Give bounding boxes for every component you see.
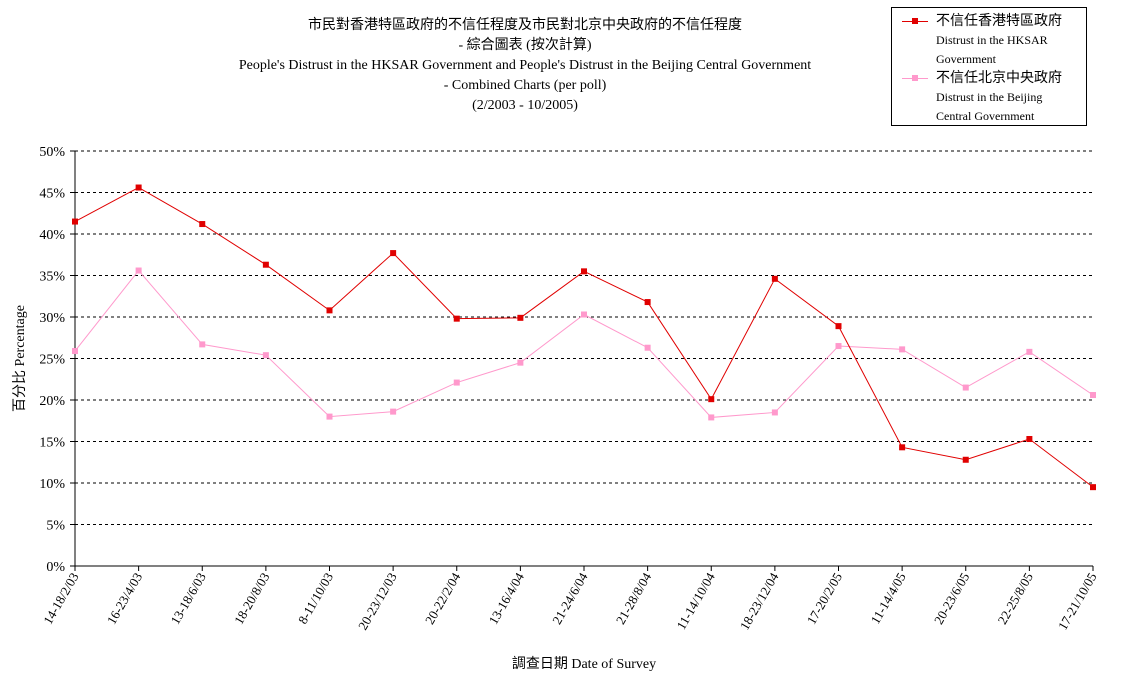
- data-point: [644, 299, 651, 306]
- data-point: [135, 184, 142, 191]
- data-point: [962, 384, 969, 391]
- y-tick-label: 50%: [39, 145, 65, 160]
- data-point: [72, 218, 78, 225]
- data-point: [517, 359, 524, 366]
- y-tick-label: 10%: [39, 477, 65, 492]
- data-point: [326, 307, 333, 314]
- data-point: [1090, 484, 1096, 491]
- legend-label-beijing-en-1: Distrust in the Beijing: [936, 90, 1043, 104]
- legend-marker-hksar: [912, 18, 918, 24]
- y-tick-label: 5%: [46, 519, 65, 534]
- x-tick-label: 11-14/4/05: [867, 570, 908, 626]
- x-tick-label: 17-21/10/05: [1055, 570, 1100, 633]
- legend-label-beijing-zh: 不信任北京中央政府: [936, 71, 1062, 86]
- data-point: [644, 344, 651, 351]
- data-point: [962, 456, 969, 463]
- data-point: [199, 221, 206, 228]
- legend: 不信任香港特區政府 Distrust in the HKSAR Governme…: [891, 7, 1087, 126]
- title-line-4: - Combined Charts (per poll): [443, 78, 607, 93]
- data-point: [1026, 348, 1033, 355]
- x-axis-title: 調查日期 Date of Survey: [512, 656, 656, 672]
- y-tick-label: 40%: [39, 228, 65, 243]
- x-tick-label: 20-23/6/05: [931, 570, 973, 627]
- x-tick-labels: 14-18/2/03 16-23/4/03 13-18/6/03 18-20/8/03…: [40, 570, 1100, 633]
- x-tick-label: 16-23/4/03: [104, 570, 146, 627]
- data-point: [262, 261, 269, 268]
- x-tick-label: 11-14/10/04: [673, 570, 718, 633]
- axes: [70, 150, 1094, 571]
- data-point: [453, 315, 460, 322]
- gridlines: [75, 150, 1093, 525]
- y-tick-label: 20%: [39, 394, 65, 409]
- data-point: [453, 379, 460, 386]
- y-tick-label: 0%: [46, 560, 65, 575]
- y-tick-label: 35%: [39, 270, 65, 285]
- data-point: [899, 444, 906, 451]
- data-point: [326, 413, 333, 420]
- legend-label-hksar-en-2: Government: [936, 52, 996, 66]
- x-tick-label: 17-20/2/05: [804, 570, 846, 627]
- data-point: [72, 348, 78, 355]
- y-tick-label: 15%: [39, 436, 65, 451]
- legend-marker-beijing: [912, 75, 918, 81]
- x-tick-label: 13-18/6/03: [167, 570, 209, 627]
- data-point: [835, 323, 842, 330]
- data-point: [708, 396, 715, 403]
- x-tick-label: 18-23/12/04: [737, 570, 782, 633]
- data-point: [390, 408, 397, 415]
- data-point: [708, 414, 715, 421]
- series-line: [74, 269, 1094, 418]
- y-tick-label: 45%: [39, 187, 65, 202]
- legend-label-hksar-zh: 不信任香港特區政府: [936, 14, 1062, 29]
- data-point: [771, 409, 778, 416]
- x-tick-label: 18-20/8/03: [231, 570, 273, 627]
- data-point: [135, 267, 142, 274]
- data-point: [390, 250, 397, 257]
- x-tick-label: 20-22/2/04: [422, 570, 464, 627]
- data-point: [1026, 436, 1033, 443]
- x-tick-label: 21-28/8/04: [613, 570, 655, 627]
- x-tick-label: 14-18/2/03: [40, 570, 82, 627]
- data-point: [581, 268, 587, 275]
- data-point: [771, 275, 778, 282]
- title-line-5: (2/2003 - 10/2005): [472, 98, 578, 113]
- title-line-1: 市民對香港特區政府的不信任程度及市民對北京中央政府的不信任程度: [308, 18, 742, 33]
- y-tick-labels: 0% 5% 10% 15% 20% 25% 30% 35% 40% 45% 50%: [39, 145, 65, 575]
- chart-title: 市民對香港特區政府的不信任程度及市民對北京中央政府的不信任程度 - 綜合圖表 (…: [140, 16, 910, 116]
- data-point: [835, 343, 842, 350]
- y-tick-label: 25%: [39, 353, 65, 368]
- series-0: [72, 184, 1096, 491]
- x-tick-label: 21-24/6/04: [549, 570, 591, 627]
- y-axis-title: 百分比 Percentage: [12, 305, 28, 412]
- x-tick-label: 20-23/12/03: [355, 570, 400, 633]
- data-point: [899, 346, 906, 353]
- x-tick-label: 22-25/8/05: [994, 570, 1036, 627]
- y-tick-label: 30%: [39, 311, 65, 326]
- x-tick-label: 13-16/4/04: [485, 570, 527, 627]
- data-point: [199, 341, 206, 348]
- data-point: [262, 352, 269, 359]
- legend-label-beijing-en-2: Central Government: [936, 109, 1035, 123]
- title-line-2: - 綜合圖表 (按次計算): [458, 38, 592, 53]
- series-1: [72, 267, 1096, 421]
- x-tick-label: 8-11/10/03: [295, 570, 336, 626]
- series-line: [74, 186, 1094, 488]
- data-point: [1090, 392, 1096, 399]
- data-point: [581, 311, 587, 318]
- series-group: [72, 184, 1096, 491]
- legend-label-hksar-en-1: Distrust in the HKSAR: [936, 33, 1048, 47]
- title-line-3: People's Distrust in the HKSAR Governmen…: [238, 58, 812, 73]
- data-point: [517, 314, 524, 321]
